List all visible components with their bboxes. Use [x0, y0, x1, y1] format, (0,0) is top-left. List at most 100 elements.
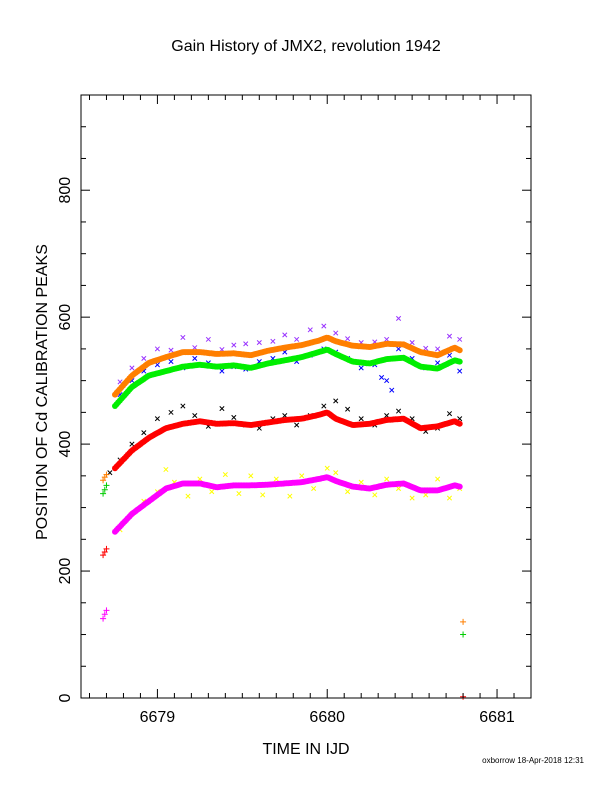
data-point — [409, 495, 415, 501]
data-point — [209, 489, 215, 495]
y-axis-label: POSITION OF Cd CALIBRATION PEAKS — [34, 244, 51, 540]
data-point — [192, 345, 198, 351]
x-tick-label: 6680 — [309, 709, 345, 726]
data-point — [231, 414, 237, 420]
series-13-late — [460, 631, 467, 638]
data-point — [395, 346, 402, 352]
data-point — [435, 360, 441, 366]
data-point — [456, 347, 463, 354]
data-point — [141, 355, 147, 361]
data-point — [273, 476, 279, 482]
data-point — [270, 338, 276, 344]
data-point — [379, 374, 385, 381]
data-point — [205, 336, 211, 342]
series-7-raw — [117, 465, 463, 533]
series-6-raw — [107, 398, 463, 476]
data-point — [236, 491, 242, 497]
data-point — [103, 607, 110, 614]
data-point — [423, 492, 429, 498]
data-point — [101, 611, 108, 618]
plot-frame — [80, 94, 532, 699]
data-point — [192, 355, 198, 361]
y-tick-label: 800 — [57, 177, 74, 204]
series-1-smoothed — [112, 346, 463, 409]
data-point — [446, 411, 453, 417]
data-point — [222, 472, 228, 478]
data-point — [168, 359, 174, 365]
series-12-late — [460, 618, 467, 625]
footer-credit: oxborrow 18-Apr-2018 12:31 — [482, 756, 584, 765]
data-point — [141, 430, 147, 436]
data-point — [384, 476, 390, 482]
data-point — [435, 476, 441, 482]
data-point — [423, 345, 429, 351]
data-point — [100, 477, 107, 484]
data-point — [324, 465, 330, 471]
series-3-smoothed — [112, 474, 463, 535]
x-axis-label: TIME IN IJD — [262, 741, 349, 758]
x-tick-label: 6681 — [479, 709, 515, 726]
data-point — [180, 403, 186, 409]
data-point — [345, 489, 351, 495]
data-point — [219, 368, 225, 374]
data-point — [460, 618, 467, 625]
data-point — [311, 485, 317, 492]
series-2-smoothed — [112, 409, 463, 472]
data-point — [219, 406, 225, 412]
data-point — [395, 408, 402, 414]
data-point — [456, 358, 463, 365]
data-point — [345, 336, 351, 342]
data-point — [100, 490, 107, 497]
data-point — [100, 552, 107, 559]
data-point — [446, 333, 453, 339]
data-point — [154, 346, 160, 352]
data-point — [457, 336, 463, 342]
data-point — [457, 368, 463, 374]
data-point — [101, 549, 108, 556]
data-point — [299, 473, 305, 479]
data-point — [384, 336, 390, 342]
series-8-early — [100, 471, 110, 484]
y-tick-label: 400 — [57, 431, 74, 458]
data-point — [260, 492, 266, 498]
y-tick-label: 600 — [57, 304, 74, 331]
data-point — [372, 492, 378, 498]
series-10-early — [100, 545, 110, 559]
data-point — [358, 365, 364, 371]
data-point — [345, 406, 351, 412]
data-point — [103, 482, 110, 489]
data-point — [100, 615, 107, 622]
y-tick-label: 0 — [57, 693, 74, 702]
data-point — [185, 493, 191, 499]
data-point — [333, 470, 339, 476]
data-point — [103, 545, 110, 552]
data-point — [287, 493, 293, 499]
series-0-smoothed — [112, 334, 463, 398]
data-point — [395, 315, 402, 321]
data-point — [294, 422, 300, 428]
series-9-early — [100, 482, 110, 497]
data-point — [168, 409, 174, 415]
y-tick-label: 200 — [57, 558, 74, 585]
data-point — [384, 378, 390, 384]
data-point — [192, 412, 198, 419]
data-point — [460, 631, 467, 638]
data-point — [333, 398, 339, 404]
data-point — [409, 339, 415, 346]
data-point — [243, 341, 249, 347]
data-point — [103, 471, 110, 478]
data-point — [294, 336, 300, 342]
data-point — [435, 346, 441, 352]
axes: 0 200 400 600 800 6679 6680 6681 — [57, 95, 531, 726]
data-point — [129, 365, 135, 371]
data-point — [231, 342, 237, 348]
data-point — [163, 466, 169, 473]
data-point — [168, 347, 174, 353]
data-point — [456, 483, 463, 490]
data-point — [333, 330, 339, 336]
data-point — [446, 495, 453, 501]
data-point — [256, 339, 262, 346]
series-11-early — [100, 607, 110, 622]
data-point — [154, 416, 160, 422]
